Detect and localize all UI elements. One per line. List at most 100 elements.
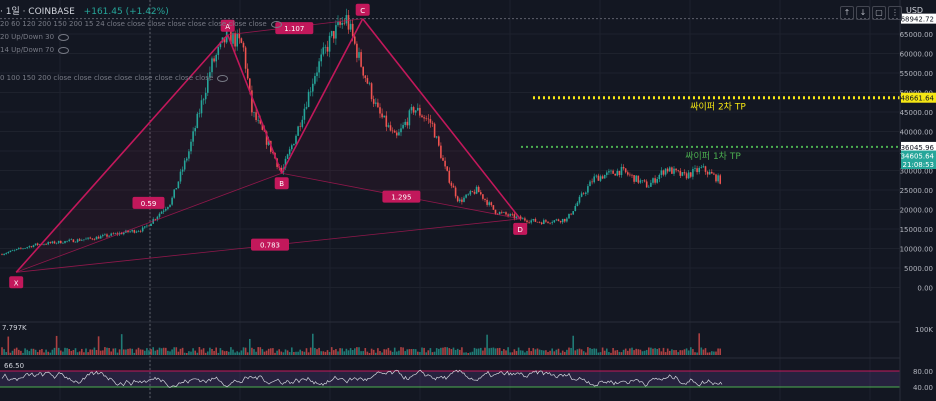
volume-bar — [322, 351, 325, 355]
volume-bar — [36, 352, 39, 355]
volume-bar — [450, 349, 453, 355]
price-axis[interactable]: 0.00 5000.00 10000.00 15000.00 20000.00 25000… — [899, 0, 936, 401]
candle-body — [165, 208, 167, 211]
candle-body — [324, 46, 327, 48]
price-badge: 34605.64 — [901, 153, 935, 161]
candle-body — [679, 170, 682, 176]
candle-body — [7, 251, 10, 254]
volume-bar — [123, 349, 125, 355]
volume-bar — [585, 352, 587, 355]
candle-body — [616, 170, 619, 176]
price-badge: 21:08:53 — [903, 161, 934, 169]
candle-body — [127, 230, 129, 233]
arrow-up-icon[interactable]: ↑ — [840, 6, 854, 20]
candle-body — [614, 173, 616, 176]
price-badge-bg — [901, 141, 936, 152]
candle-body — [240, 38, 243, 43]
volume-bar — [60, 350, 62, 355]
volume-bar — [51, 349, 54, 355]
volume-bar — [454, 349, 457, 355]
candle-body — [557, 219, 560, 222]
volume-bar — [509, 352, 511, 355]
volume-bar — [673, 350, 675, 355]
candle-body — [57, 240, 60, 243]
volume-bar — [494, 348, 497, 355]
eye-icon[interactable] — [217, 74, 229, 82]
volume-bar — [53, 347, 56, 355]
candle-body — [47, 242, 49, 245]
currency-button[interactable]: USD — [906, 6, 924, 15]
ratio-label-bg — [132, 196, 165, 209]
arrow-down-icon[interactable]: ↓ — [856, 6, 870, 20]
indicator-ma-2[interactable]: 0 100 150 200 close close close close cl… — [0, 74, 229, 82]
volume-bar — [385, 349, 388, 355]
candle-body — [171, 197, 173, 205]
volume-bar — [11, 350, 14, 355]
candle-body — [591, 181, 593, 183]
candle-body — [207, 77, 209, 93]
volume-bar — [106, 347, 108, 355]
volume-bar — [677, 352, 679, 355]
volume-bar — [505, 350, 507, 355]
volume-bar — [700, 347, 703, 355]
eye-icon[interactable] — [58, 46, 70, 54]
volume-bar — [555, 349, 558, 355]
volume-bar — [110, 351, 112, 355]
candle-body — [446, 166, 448, 171]
candle-body — [498, 212, 501, 215]
volume-bar — [524, 352, 526, 355]
volume-bar — [55, 335, 58, 355]
volume-bar — [576, 349, 579, 355]
candle-body — [648, 186, 650, 188]
candle-body — [76, 239, 79, 242]
indicator-updown-2[interactable]: 14 Up/Down 70 — [0, 46, 70, 54]
candle-body — [706, 171, 709, 175]
volume-bar — [32, 348, 35, 355]
volume-bar — [465, 352, 467, 355]
volume-bar — [337, 351, 339, 355]
volume-bar — [530, 351, 532, 355]
candle-body — [690, 172, 692, 177]
volume-bar — [251, 347, 253, 355]
volume-bar — [242, 347, 245, 355]
more-icon[interactable]: ⋮ — [888, 6, 902, 20]
volume-bar — [582, 351, 585, 355]
candle-body — [654, 178, 656, 183]
indicator-ma[interactable]: 20 60 120 200 150 200 15 24 close close … — [0, 20, 282, 28]
candle-body — [570, 213, 572, 215]
indicator-updown-1[interactable]: 20 Up/Down 30 — [0, 33, 70, 41]
volume-bar — [438, 348, 440, 355]
volume-bar — [486, 334, 488, 355]
volume-bar — [175, 347, 178, 355]
candle-body — [536, 221, 539, 223]
maximize-icon[interactable]: ▢ — [872, 6, 886, 20]
volume-bar — [711, 351, 713, 355]
candle-body — [167, 207, 169, 209]
candle-body — [685, 173, 688, 179]
candle-body — [717, 175, 719, 182]
eye-icon[interactable] — [270, 20, 282, 28]
volume-bar — [610, 352, 612, 355]
candle-body — [106, 234, 108, 237]
candle-body — [568, 213, 570, 219]
volume-bar — [442, 347, 444, 355]
candle-body — [87, 237, 89, 239]
volume-bar — [631, 347, 633, 355]
candle-body — [402, 124, 404, 129]
candle-body — [559, 221, 562, 223]
volume-bar — [9, 352, 12, 355]
volume-bar — [341, 348, 343, 355]
volume-bar — [496, 348, 499, 355]
candle-body — [141, 227, 144, 232]
candle-body — [505, 212, 507, 215]
candle-body — [265, 131, 268, 145]
volume-bar — [261, 349, 264, 355]
candle-body — [671, 167, 673, 174]
volume-bar — [78, 351, 81, 355]
candle-body — [234, 33, 236, 47]
candle-body — [85, 238, 87, 240]
candle-body — [419, 107, 421, 116]
candle-body — [24, 248, 26, 249]
eye-icon[interactable] — [58, 33, 70, 41]
